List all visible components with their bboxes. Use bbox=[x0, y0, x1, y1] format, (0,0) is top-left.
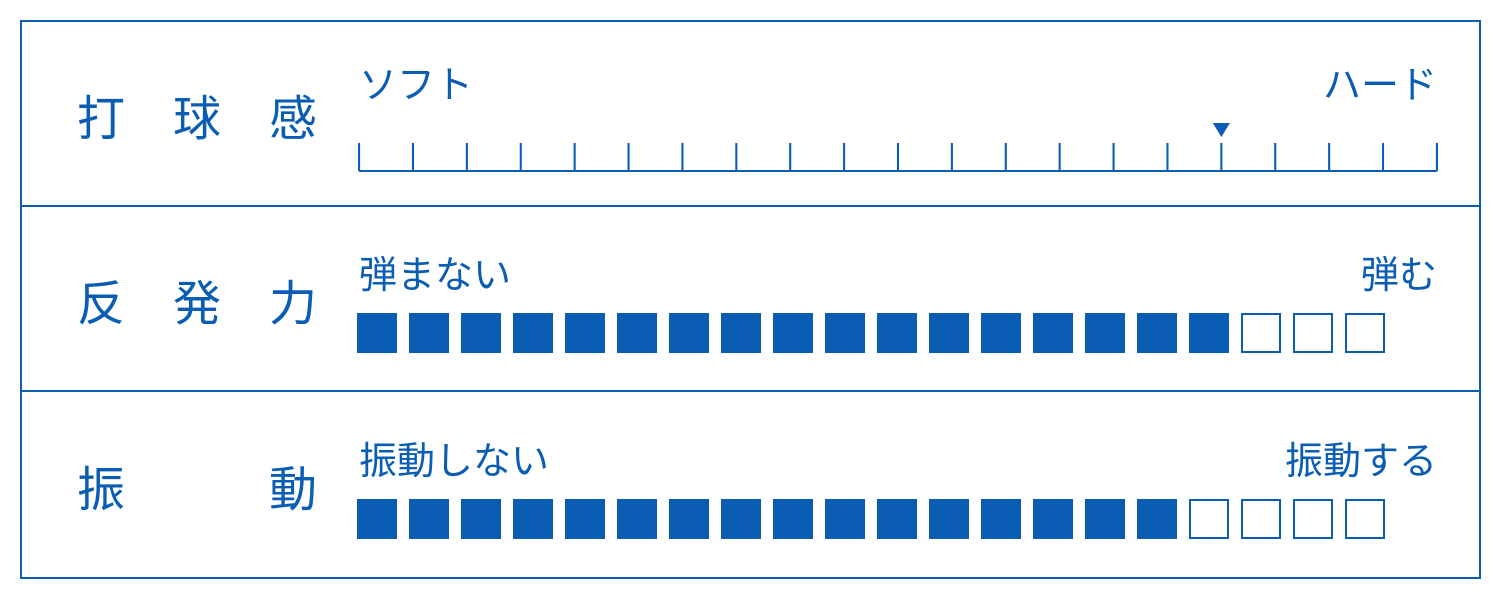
row-label-char: 発 bbox=[173, 264, 221, 334]
square-empty-icon bbox=[1345, 499, 1385, 539]
row-label-char: 反 bbox=[77, 264, 125, 334]
row-label-char: 球 bbox=[173, 79, 221, 149]
square-filled-icon bbox=[721, 313, 761, 353]
right-label: 振動する bbox=[1285, 430, 1437, 485]
row-label-char: 感 bbox=[269, 79, 317, 149]
square-filled-icon bbox=[1085, 499, 1125, 539]
square-filled-icon bbox=[461, 313, 501, 353]
square-filled-icon bbox=[409, 499, 449, 539]
ruler-marker-icon bbox=[1206, 123, 1237, 137]
square-scale bbox=[357, 313, 1439, 353]
square-filled-icon bbox=[773, 499, 813, 539]
spec-row: 打球感ソフト ハード bbox=[22, 22, 1479, 207]
row-label-char: 動 bbox=[269, 450, 317, 520]
right-label: 弾む bbox=[1361, 244, 1437, 299]
row-content: ソフト ハード bbox=[357, 54, 1439, 173]
row-label: 打球感 bbox=[77, 79, 357, 149]
row-label: 振動 bbox=[77, 450, 357, 520]
square-filled-icon bbox=[669, 313, 709, 353]
square-filled-icon bbox=[721, 499, 761, 539]
square-filled-icon bbox=[617, 499, 657, 539]
square-empty-icon bbox=[1189, 499, 1229, 539]
endpoint-labels: ソフト ハード bbox=[357, 54, 1439, 109]
square-empty-icon bbox=[1293, 313, 1333, 353]
square-empty-icon bbox=[1241, 313, 1281, 353]
row-content: 振動しない 振動する bbox=[357, 430, 1439, 539]
row-label-char: 力 bbox=[269, 264, 317, 334]
square-filled-icon bbox=[357, 499, 397, 539]
square-filled-icon bbox=[929, 313, 969, 353]
square-filled-icon bbox=[877, 499, 917, 539]
ruler-svg bbox=[357, 123, 1439, 173]
square-filled-icon bbox=[357, 313, 397, 353]
square-filled-icon bbox=[565, 499, 605, 539]
row-content: 弾まない 弾む bbox=[357, 244, 1439, 353]
square-filled-icon bbox=[669, 499, 709, 539]
left-label: 振動しない bbox=[359, 430, 549, 485]
spec-row: 反発力弾まない 弾む bbox=[22, 207, 1479, 392]
square-empty-icon bbox=[1345, 313, 1385, 353]
square-filled-icon bbox=[1085, 313, 1125, 353]
square-filled-icon bbox=[1033, 313, 1073, 353]
square-filled-icon bbox=[981, 499, 1021, 539]
square-filled-icon bbox=[981, 313, 1021, 353]
row-label-char: 振 bbox=[77, 450, 125, 520]
square-filled-icon bbox=[1033, 499, 1073, 539]
square-filled-icon bbox=[825, 313, 865, 353]
ruler-scale bbox=[357, 123, 1439, 173]
row-label: 反発力 bbox=[77, 264, 357, 334]
square-filled-icon bbox=[565, 313, 605, 353]
square-filled-icon bbox=[773, 313, 813, 353]
square-filled-icon bbox=[513, 313, 553, 353]
spec-table: 打球感ソフトハード反発力弾まない弾む振動振動しない振動する bbox=[20, 20, 1481, 579]
square-filled-icon bbox=[409, 313, 449, 353]
square-filled-icon bbox=[1189, 313, 1229, 353]
square-filled-icon bbox=[617, 313, 657, 353]
endpoint-labels: 弾まない 弾む bbox=[357, 244, 1439, 299]
square-filled-icon bbox=[929, 499, 969, 539]
spec-row: 振動振動しない振動する bbox=[22, 392, 1479, 577]
square-scale bbox=[357, 499, 1439, 539]
right-label: ハード bbox=[1323, 54, 1437, 109]
endpoint-labels: 振動しない 振動する bbox=[357, 430, 1439, 485]
square-filled-icon bbox=[877, 313, 917, 353]
left-label: ソフト bbox=[359, 54, 473, 109]
square-filled-icon bbox=[1137, 313, 1177, 353]
square-filled-icon bbox=[513, 499, 553, 539]
square-filled-icon bbox=[1137, 499, 1177, 539]
left-label: 弾まない bbox=[359, 244, 511, 299]
row-label-char: 打 bbox=[77, 79, 125, 149]
square-empty-icon bbox=[1293, 499, 1333, 539]
square-empty-icon bbox=[1241, 499, 1281, 539]
square-filled-icon bbox=[461, 499, 501, 539]
square-filled-icon bbox=[825, 499, 865, 539]
